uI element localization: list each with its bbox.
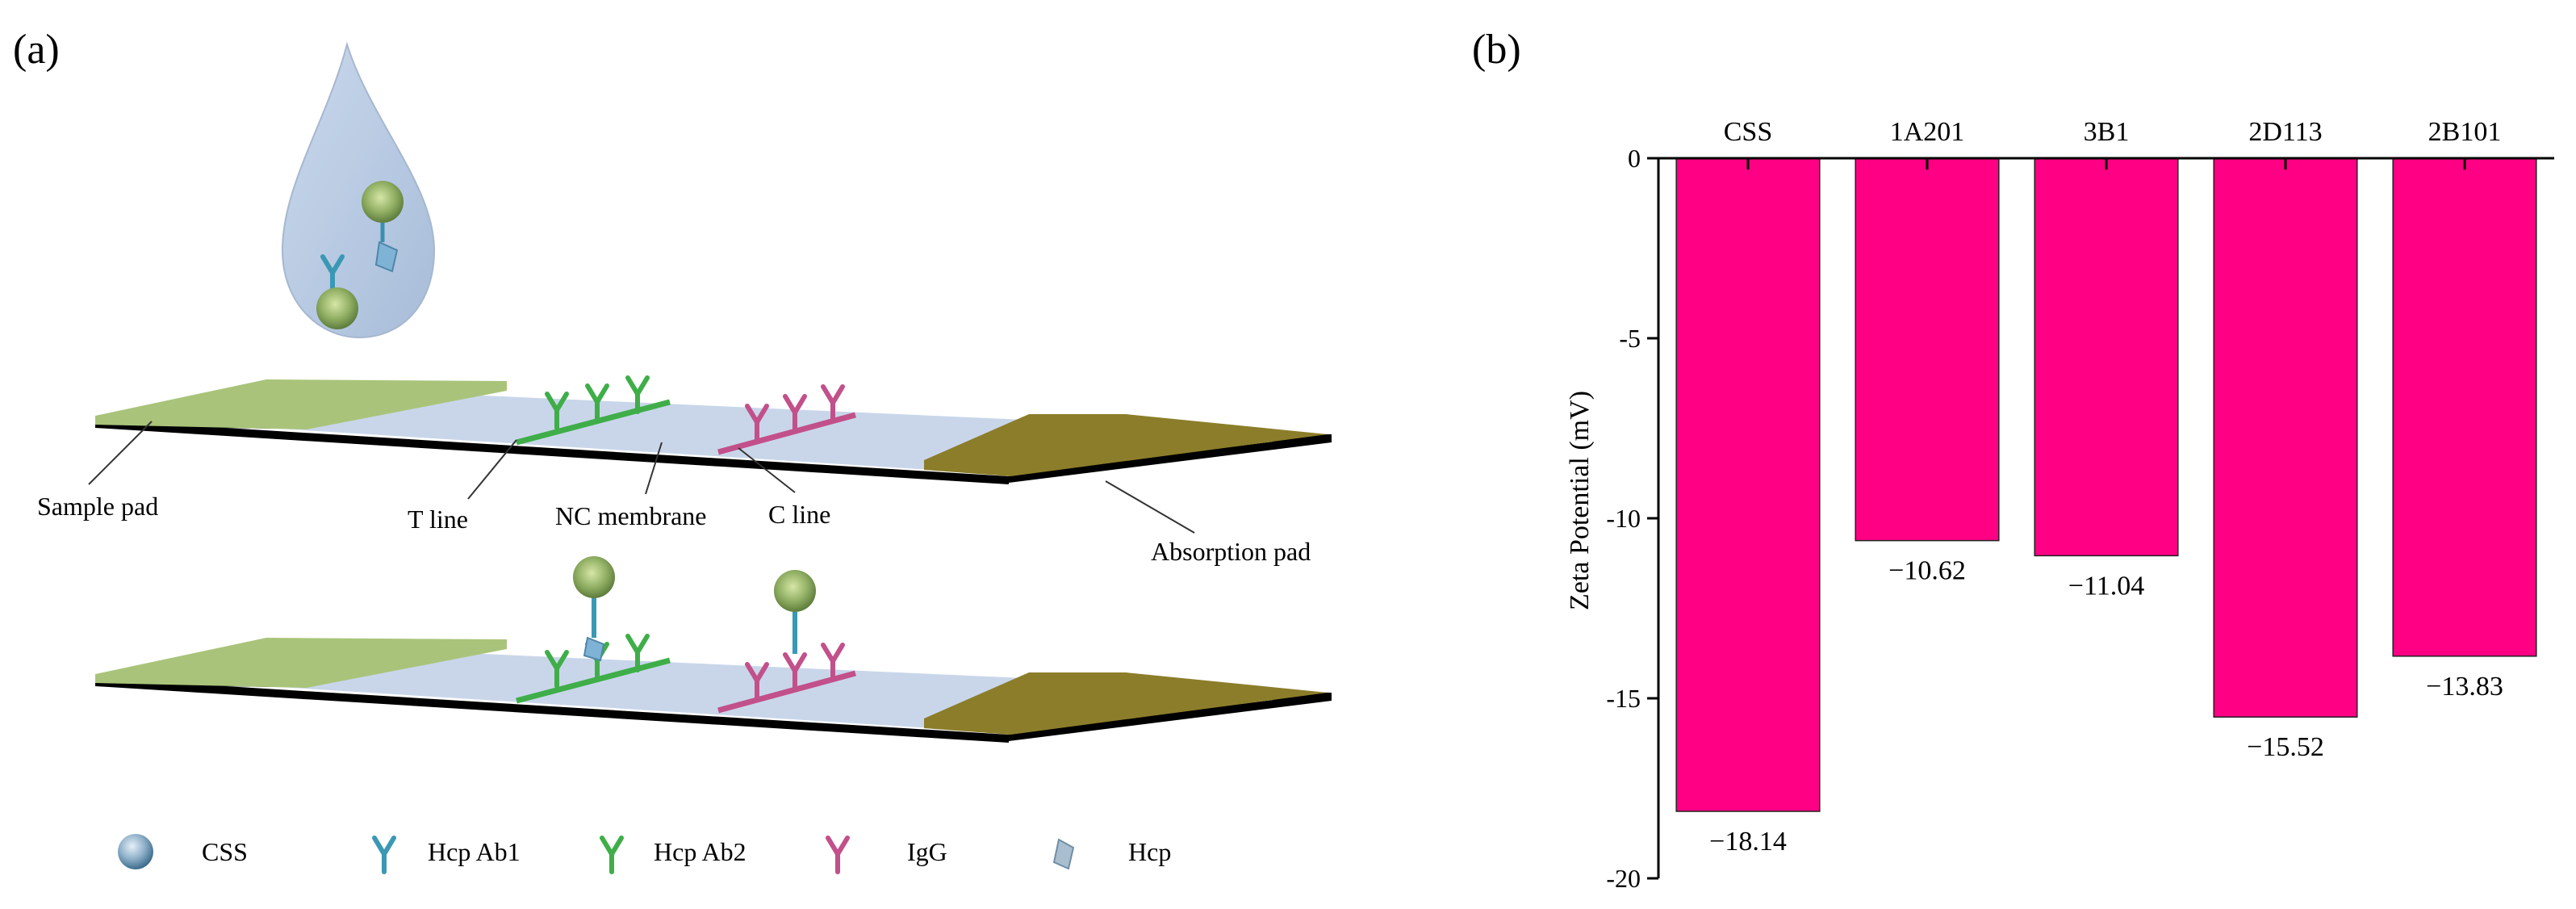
- nc-membrane: [266, 644, 1025, 733]
- legend-item-hcp: Hcp: [1052, 837, 1171, 870]
- data-label: −13.83: [2426, 672, 2503, 702]
- hcp-ab1-antibody-icon: [374, 838, 394, 872]
- sample-pad: [95, 379, 507, 429]
- bar-2b101: [2392, 157, 2537, 657]
- absorption-pad: [924, 672, 1328, 735]
- sample-pad-label: Sample pad: [37, 492, 158, 521]
- y-tick-label: -10: [1606, 504, 1641, 533]
- x-tick-label: 2B101: [2428, 117, 2502, 147]
- bars: [1675, 157, 2537, 812]
- y-axis-label: Zeta Potential (mV): [1565, 391, 1595, 610]
- strip-bottom-edge: [95, 678, 1009, 743]
- hcp-ab2-antibody-icon: [602, 838, 621, 872]
- nc-membrane-label: NC membrane: [555, 501, 707, 530]
- data-label: −11.04: [2068, 571, 2144, 601]
- test-strip-2: [95, 556, 1332, 743]
- strip-base-back: [1009, 434, 1332, 483]
- legend-label: Hcp Ab1: [428, 837, 521, 866]
- captured-complex-c-line: [774, 570, 816, 654]
- chart-labels: CSS −18.14 1A201 −10.62 3B1 −11.04 2D113 −15.52…: [1606, 117, 2503, 893]
- data-label: −15.52: [2247, 732, 2324, 762]
- nc-membrane: [266, 386, 1025, 475]
- captured-complex-t-line: [573, 556, 615, 662]
- sample-droplet: [281, 41, 436, 339]
- x-tick-label: 2D113: [2248, 117, 2322, 147]
- bar-3b1: [2034, 157, 2179, 557]
- panel-b: (b) CSS −18.14 1A201 −10.62 3B1 −11.04 2D113 −1…: [1472, 27, 2554, 893]
- axes: [1647, 157, 2554, 880]
- panel-b-label: (b): [1472, 27, 1521, 73]
- legend-label: Hcp: [1128, 837, 1171, 866]
- t-line: [516, 399, 671, 446]
- legend-item-hcp-ab1: Hcp Ab1: [374, 837, 521, 872]
- x-tick-label: 3B1: [2084, 117, 2130, 147]
- t-line-leader: [467, 439, 517, 500]
- c-line-label: C line: [768, 500, 830, 529]
- t-line-label: T line: [408, 505, 468, 534]
- sample-pad-leader: [88, 421, 153, 485]
- bar-css: [1675, 157, 1821, 812]
- hcp-antigen-icon: [583, 636, 605, 662]
- css-particle-icon: [118, 834, 153, 869]
- x-tick-label: 1A201: [1890, 117, 1965, 147]
- css-particle-icon: [774, 570, 816, 612]
- nc-membrane-leader: [645, 442, 663, 495]
- y-tick-label: -20: [1606, 864, 1641, 893]
- legend: CSS Hcp Ab1 Hcp Ab2 IgG Hcp: [118, 834, 1171, 872]
- legend-item-hcp-ab2: Hcp Ab2: [602, 837, 746, 872]
- c-line-leader: [738, 447, 796, 493]
- strip-bottom-edge: [95, 420, 1009, 484]
- hcp-antigen-icon: [374, 241, 399, 273]
- droplet-shape: [281, 41, 436, 339]
- data-label: −10.62: [1888, 556, 1966, 586]
- sample-pad: [95, 638, 507, 688]
- y-tick-label: -15: [1606, 684, 1641, 713]
- legend-item-css: CSS: [118, 834, 248, 869]
- bar-1a201: [1855, 157, 2000, 542]
- css-particle-icon: [316, 287, 358, 329]
- css-particle-icon: [573, 556, 615, 598]
- hcp-antigen-icon: [1052, 838, 1075, 870]
- absorption-pad-label: Absorption pad: [1151, 537, 1311, 566]
- y-tick-label: 0: [1628, 144, 1641, 173]
- bar-2d113: [2213, 157, 2358, 718]
- data-label: −18.14: [1709, 827, 1787, 857]
- y-tick-label: -5: [1619, 324, 1641, 353]
- bar-chart: CSS −18.14 1A201 −10.62 3B1 −11.04 2D113 −15.52…: [1565, 117, 2554, 893]
- panel-a: (a): [13, 27, 1332, 872]
- css-particle-icon: [362, 181, 404, 223]
- x-tick-label: CSS: [1724, 117, 1773, 147]
- panel-a-label: (a): [13, 27, 60, 73]
- legend-label: IgG: [907, 837, 947, 866]
- strip-base-back: [1009, 693, 1332, 741]
- legend-label: Hcp Ab2: [654, 837, 746, 866]
- legend-item-igg: IgG: [828, 837, 947, 872]
- absorption-pad: [924, 414, 1328, 476]
- igg-antibody-icon: [828, 838, 847, 872]
- legend-label: CSS: [202, 837, 248, 866]
- t-line: [516, 657, 671, 704]
- absorption-pad-leader: [1105, 480, 1195, 534]
- test-strip-1: Sample pad T line NC membrane C line Abs…: [37, 378, 1332, 566]
